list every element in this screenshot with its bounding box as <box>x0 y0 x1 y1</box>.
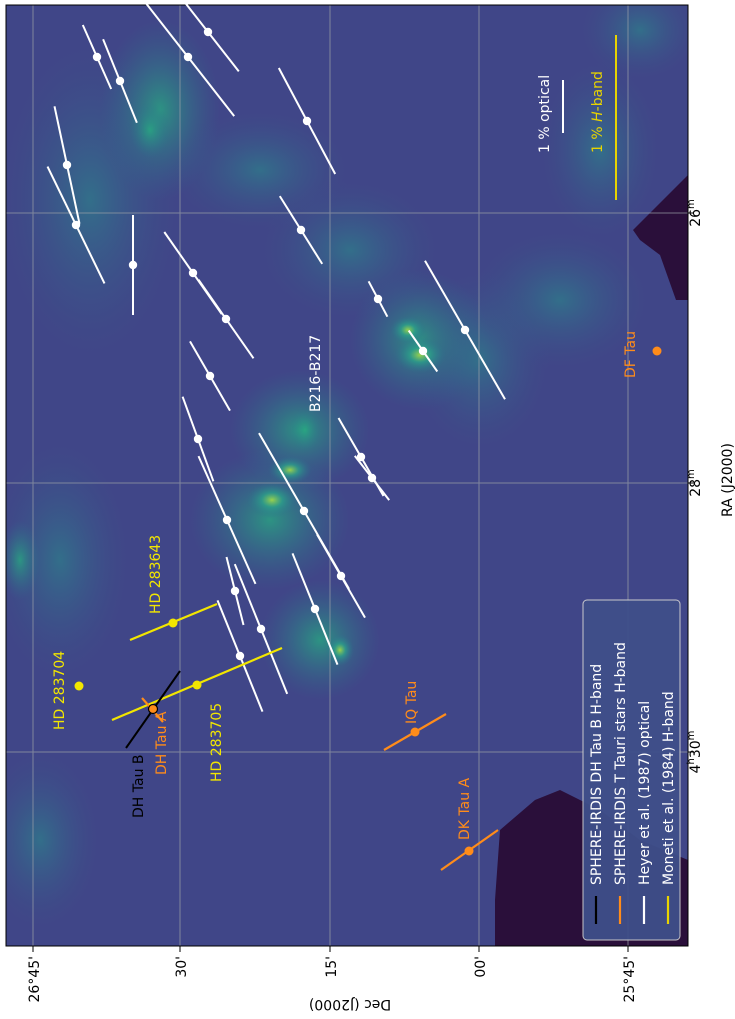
dec-tick-label: 15' <box>324 956 340 978</box>
heyer-vector-center <box>302 116 312 126</box>
heyer-vector-center <box>62 160 72 170</box>
label-b216-b217: B216-B217 <box>308 335 324 412</box>
label-hd283643: HD 283643 <box>148 535 164 614</box>
heyer-vector-center <box>367 473 377 483</box>
heyer-vector-center <box>221 314 231 324</box>
scale-label-optical: 1 % optical <box>537 75 553 153</box>
dec-tick-label: 30' <box>174 956 190 978</box>
heyer-vector-center <box>418 346 428 356</box>
map-image <box>6 5 688 946</box>
scale-label-hband: 1 % H-band <box>590 71 606 153</box>
moneti-stars <box>74 618 202 691</box>
label-dk-tau-a: DK Tau A <box>457 777 473 840</box>
label-df-tau: DF Tau <box>623 331 639 378</box>
heyer-vector-center <box>115 76 125 86</box>
ra-axis <box>688 212 694 753</box>
label-hd283704: HD 283704 <box>52 651 68 730</box>
ra-tick-label: 28m <box>686 469 704 497</box>
dec-tick-labels: 26°45' 30' 15' 00' 25°45' <box>27 956 638 1002</box>
heyer-vector-center <box>203 27 213 37</box>
legend-label-moneti: Moneti et al. (1984) H-band <box>661 691 677 885</box>
heyer-vector-center <box>71 220 81 230</box>
star-df-tau <box>652 346 662 356</box>
dec-axis <box>32 946 629 952</box>
heyer-vector-center <box>230 586 240 596</box>
ra-tick-label: 4h30m <box>686 731 704 774</box>
x-axis-label: RA (J2000) <box>720 443 735 517</box>
heyer-vector-center <box>188 268 198 278</box>
grid-lines <box>6 5 688 946</box>
heyer-vector-center <box>336 571 346 581</box>
heyer-vector-center <box>299 506 309 516</box>
star-dk-tau-a <box>464 846 474 856</box>
legend: SPHERE-IRDIS DH Tau B H-band SPHERE-IRDI… <box>582 599 681 941</box>
heyer-vector-center <box>460 325 470 335</box>
legend-label-heyer: Heyer et al. (1987) optical <box>637 701 653 885</box>
legend-label-ttauri: SPHERE-IRDIS T Tauri stars H-band <box>613 642 629 885</box>
star-hd283705 <box>192 680 202 690</box>
ttauri-stars <box>410 346 662 856</box>
heyer-vector-center <box>256 624 266 634</box>
heyer-vector-centers <box>62 27 470 661</box>
plot-frame <box>5 4 689 947</box>
label-dh-tau-a: DH Tau A <box>154 711 170 775</box>
star-hd283643 <box>168 618 178 628</box>
heyer-vector-center <box>356 452 366 462</box>
label-dh-tau-b: DH Tau B <box>131 755 147 819</box>
dec-tick-label: 26°45' <box>27 956 43 1002</box>
heyer-vector-center <box>310 604 320 614</box>
star-dh-tau-a <box>147 703 159 715</box>
y-axis-label: Dec (J2000) <box>309 996 391 1012</box>
heyer-vector-center <box>296 225 306 235</box>
legend-label-dh-tau-b: SPHERE-IRDIS DH Tau B H-band <box>589 664 605 885</box>
heyer-vector-center <box>373 294 383 304</box>
dec-tick-label: 00' <box>473 956 489 978</box>
ra-tick-label: 26m <box>686 199 704 227</box>
heyer-vector-center <box>92 52 102 62</box>
dec-tick-label: 25°45' <box>622 956 638 1002</box>
label-hd283705: HD 283705 <box>209 703 225 782</box>
star-hd283704 <box>74 681 84 691</box>
heyer-vector-center <box>235 651 245 661</box>
heyer-vector-center <box>193 434 203 444</box>
ra-tick-labels: 26m 28m 4h30m <box>686 199 704 773</box>
legend-box <box>582 599 681 941</box>
scale-bars: 1 % optical 1 % H-band <box>537 35 617 200</box>
heyer-vector-center <box>128 260 138 270</box>
heyer-vector-center <box>205 371 215 381</box>
heyer-vector-center <box>183 52 193 62</box>
label-iq-tau: IQ Tau <box>404 681 420 724</box>
star-labels: HD 283704 HD 283643 HD 283705 DH Tau A D… <box>52 331 639 840</box>
heyer-vector-center <box>222 515 232 525</box>
star-iq-tau <box>410 727 420 737</box>
